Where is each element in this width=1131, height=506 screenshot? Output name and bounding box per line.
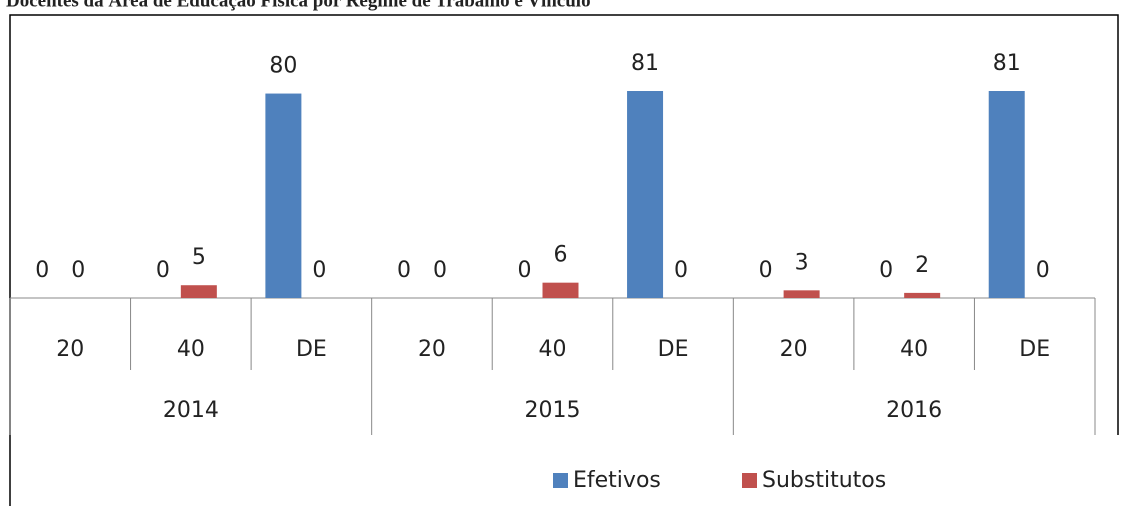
value-label: 0 [1036,258,1050,283]
bar [783,290,820,298]
value-label: 6 [554,243,568,268]
x-tick-label: DE [658,337,689,362]
x-tick-label: 40 [539,337,567,362]
value-label: 81 [993,51,1021,76]
value-label: 3 [795,250,809,275]
value-label: 80 [269,54,297,79]
group-label: 2016 [886,398,942,423]
value-label: 0 [674,258,688,283]
value-label: 2 [915,253,929,278]
x-tick-label: 40 [177,337,205,362]
title-clip [0,0,1131,15]
value-label: 0 [156,258,170,283]
bar [180,285,217,298]
value-label: 0 [312,258,326,283]
x-tick-label: 20 [418,337,446,362]
x-tick-label: 20 [780,337,808,362]
value-label: 0 [518,258,532,283]
value-label: 81 [631,51,659,76]
value-label: 0 [71,258,85,283]
x-tick-label: DE [296,337,327,362]
group-label: 2015 [525,398,581,423]
chart-title: Docentes da Área de Educação Física por … [6,0,591,11]
x-tick-label: 40 [900,337,928,362]
bar [627,91,664,298]
bar [904,292,941,298]
value-label: 0 [397,258,411,283]
group-label: 2014 [163,398,219,423]
value-label: 5 [192,245,206,270]
bar [988,91,1025,298]
x-tick-label: DE [1019,337,1050,362]
value-label: 0 [35,258,49,283]
chart-frame [9,14,1119,506]
value-label: 0 [433,258,447,283]
legend-label: Substitutos [762,468,886,493]
legend-swatch [553,473,568,488]
bar [542,282,579,298]
legend-label: Efetivos [573,468,661,493]
legend-swatch [742,473,757,488]
value-label: 0 [879,258,893,283]
value-label: 0 [759,258,773,283]
bar [265,93,302,298]
x-tick-label: 20 [56,337,84,362]
